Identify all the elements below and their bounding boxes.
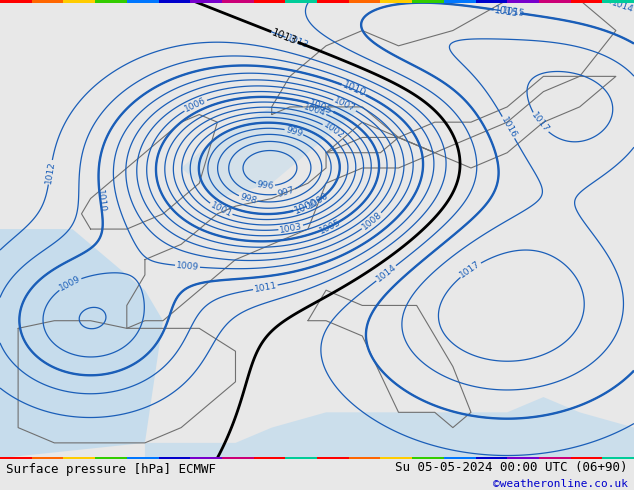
Bar [476,0,507,3]
Text: 1001: 1001 [209,200,233,219]
Bar [0,0,32,3]
Text: 1004: 1004 [302,102,327,118]
Bar [285,457,317,459]
Bar [507,0,539,3]
Text: Surface pressure [hPa] ECMWF: Surface pressure [hPa] ECMWF [6,463,216,476]
Text: 1000: 1000 [306,191,330,211]
Bar [476,457,507,459]
Bar [380,0,412,3]
Text: 1015: 1015 [494,5,520,18]
Text: 996: 996 [256,180,275,191]
Text: 1013: 1013 [270,27,299,47]
Bar [0,457,32,459]
Text: 1017: 1017 [529,111,550,135]
Bar [32,457,63,459]
Bar [380,457,412,459]
Polygon shape [145,397,634,458]
Text: 1012: 1012 [44,160,56,184]
Bar [158,0,190,3]
Bar [412,0,444,3]
Bar [95,457,127,459]
Text: 1010: 1010 [340,80,367,99]
Text: 1013: 1013 [285,33,309,50]
Text: 1011: 1011 [253,281,278,294]
Text: 998: 998 [238,192,257,206]
Polygon shape [0,229,163,458]
Bar [444,0,476,3]
Bar [539,457,571,459]
Bar [32,0,63,3]
Bar [571,457,602,459]
Text: 1003: 1003 [279,221,303,235]
Text: 1007: 1007 [332,96,357,114]
Text: 1014: 1014 [611,0,634,15]
Bar [222,0,254,3]
Text: 1017: 1017 [458,259,482,280]
Bar [222,457,254,459]
Bar [63,457,95,459]
Bar [349,0,380,3]
Text: ©weatheronline.co.uk: ©weatheronline.co.uk [493,479,628,490]
Bar [285,0,317,3]
Bar [507,457,539,459]
Text: 1009: 1009 [176,261,199,272]
Bar [317,457,349,459]
Text: 1000: 1000 [292,197,319,216]
Bar [571,0,602,3]
Bar [539,0,571,3]
Polygon shape [181,107,362,198]
Text: 1010: 1010 [94,189,107,213]
Text: 1008: 1008 [360,210,384,232]
Text: 1015: 1015 [501,6,525,19]
Text: 1006: 1006 [183,96,208,114]
Text: Su 05-05-2024 00:00 UTC (06+90): Su 05-05-2024 00:00 UTC (06+90) [395,461,628,473]
Bar [412,457,444,459]
Text: 1009: 1009 [58,274,82,293]
Bar [349,457,380,459]
Bar [602,457,634,459]
Text: 1016: 1016 [499,115,518,140]
Bar [127,457,158,459]
Bar [190,0,222,3]
Bar [158,457,190,459]
Bar [95,0,127,3]
Text: 1005: 1005 [307,98,334,116]
Bar [254,0,285,3]
Text: 999: 999 [285,125,304,138]
Text: 1014: 1014 [374,263,398,284]
Text: 1002: 1002 [321,121,346,141]
Bar [190,457,222,459]
Bar [254,457,285,459]
Bar [63,0,95,3]
Bar [127,0,158,3]
Text: 997: 997 [276,186,295,199]
Bar [317,0,349,3]
Bar [444,457,476,459]
Text: 1005: 1005 [318,217,343,235]
Bar [602,0,634,3]
